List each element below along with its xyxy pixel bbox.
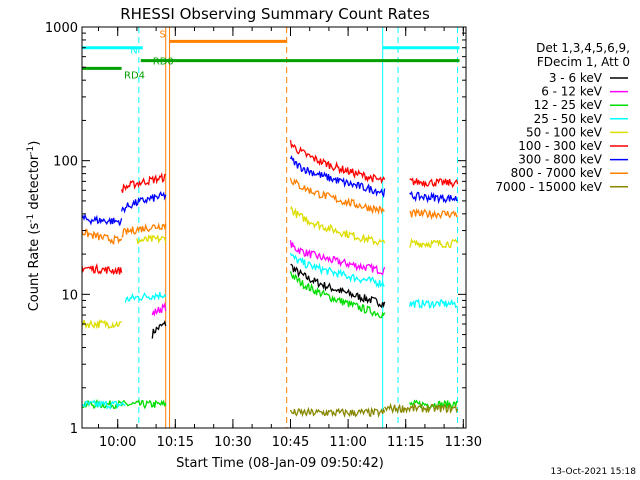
series-25-50-kev-segment-3 xyxy=(408,298,458,310)
x-tick-label-1: 10:15 xyxy=(157,435,194,450)
series-25-50-kev-segment-2 xyxy=(289,252,385,289)
legend-label-6: 300 - 800 keV xyxy=(518,153,602,167)
axes: 1 10 100 1000 10:00 10:15 10:30 10:45 11:00 11:15… xyxy=(45,21,482,450)
series-7000-15000-kev-segment-0 xyxy=(289,406,386,419)
series-300-800-kev-segment-1 xyxy=(120,190,167,214)
plot-frame xyxy=(81,26,467,429)
legend-label-2: 12 - 25 keV xyxy=(534,98,603,112)
legend-header-1: Det 1,3,4,5,6,9, xyxy=(536,41,630,55)
x-axis-label: Start Time (08-Jan-09 09:50:42) xyxy=(176,456,384,471)
series-800-7000-kev-segment-1 xyxy=(121,222,167,238)
legend-label-1: 6 - 12 keV xyxy=(541,85,603,99)
series-800-7000-kev-segment-2 xyxy=(289,177,385,215)
legend-header-2: FDecim 1, Att 0 xyxy=(537,55,630,69)
series-300-800-kev-segment-3 xyxy=(409,190,458,205)
series-3-6-kev-segment-0 xyxy=(151,320,167,339)
series-100-300-kev-segment-1 xyxy=(120,171,166,193)
x-tick-label-2: 10:30 xyxy=(214,435,251,450)
flag-label-n: N xyxy=(130,46,137,57)
x-tick-label-5: 11:15 xyxy=(387,435,424,450)
series-50-100-kev-segment-3 xyxy=(408,237,459,249)
series-100-300-kev-segment-2 xyxy=(289,140,386,185)
series-6-12-kev-segment-0 xyxy=(151,301,167,318)
flag-label-s: S xyxy=(160,29,166,40)
series-300-800-kev-segment-0 xyxy=(81,213,123,226)
y-tick-label-2: 100 xyxy=(53,155,78,170)
legend-label-7: 800 - 7000 keV xyxy=(511,166,603,180)
chart-title: RHESSI Observing Summary Count Rates xyxy=(120,5,430,23)
series-50-100-kev-segment-0 xyxy=(81,318,122,330)
series-800-7000-kev-segment-3 xyxy=(409,208,458,221)
series-12-25-kev-segment-1 xyxy=(289,271,386,319)
x-tick-label-3: 10:45 xyxy=(272,435,309,450)
y-tick-label-0: 1 xyxy=(70,422,78,437)
legend-label-0: 3 - 6 keV xyxy=(549,71,603,85)
y-tick-label-3: 1000 xyxy=(45,21,78,36)
series-12-25-kev-segment-0 xyxy=(81,398,167,410)
vertical-markers xyxy=(138,27,459,428)
legend-label-4: 50 - 100 keV xyxy=(526,125,603,139)
legend: Det 1,3,4,5,6,9, FDecim 1, Att 0 3 - 6 k… xyxy=(495,41,630,194)
series-50-100-kev-segment-2 xyxy=(289,205,386,246)
series-3-6-kev-segment-1 xyxy=(290,263,386,309)
series-25-50-kev-segment-1 xyxy=(124,292,167,303)
series-50-100-kev-segment-1 xyxy=(136,234,167,245)
y-tick-label-1: 10 xyxy=(61,288,78,303)
series-7000-15000-kev-segment-1 xyxy=(384,402,459,415)
series-100-300-kev-segment-3 xyxy=(409,177,459,189)
series-800-7000-kev-segment-0 xyxy=(81,228,123,245)
legend-label-5: 100 - 300 keV xyxy=(518,139,602,153)
x-tick-label-0: 10:00 xyxy=(99,435,136,450)
x-tick-label-6: 11:30 xyxy=(445,435,482,450)
y-axis-label: Count Rate (s-1 detector-1) xyxy=(26,141,42,312)
legend-label-8: 7000 - 15000 keV xyxy=(495,180,602,194)
series-group xyxy=(81,140,459,419)
series-100-300-kev-segment-0 xyxy=(81,262,123,276)
series-6-12-kev-segment-1 xyxy=(289,240,386,276)
flag-label-rd4: RD4 xyxy=(124,70,145,81)
status-flag-bars: RD0 RD4 S N xyxy=(82,29,460,81)
x-tick-label-4: 11:00 xyxy=(329,435,366,450)
footer-date: 13-Oct-2021 15:18 xyxy=(551,467,637,477)
series-25-50-kev-segment-0 xyxy=(81,399,126,410)
series-300-800-kev-segment-2 xyxy=(289,155,386,199)
flag-label-rd0: RD0 xyxy=(153,57,174,68)
legend-label-3: 25 - 50 keV xyxy=(534,112,603,126)
